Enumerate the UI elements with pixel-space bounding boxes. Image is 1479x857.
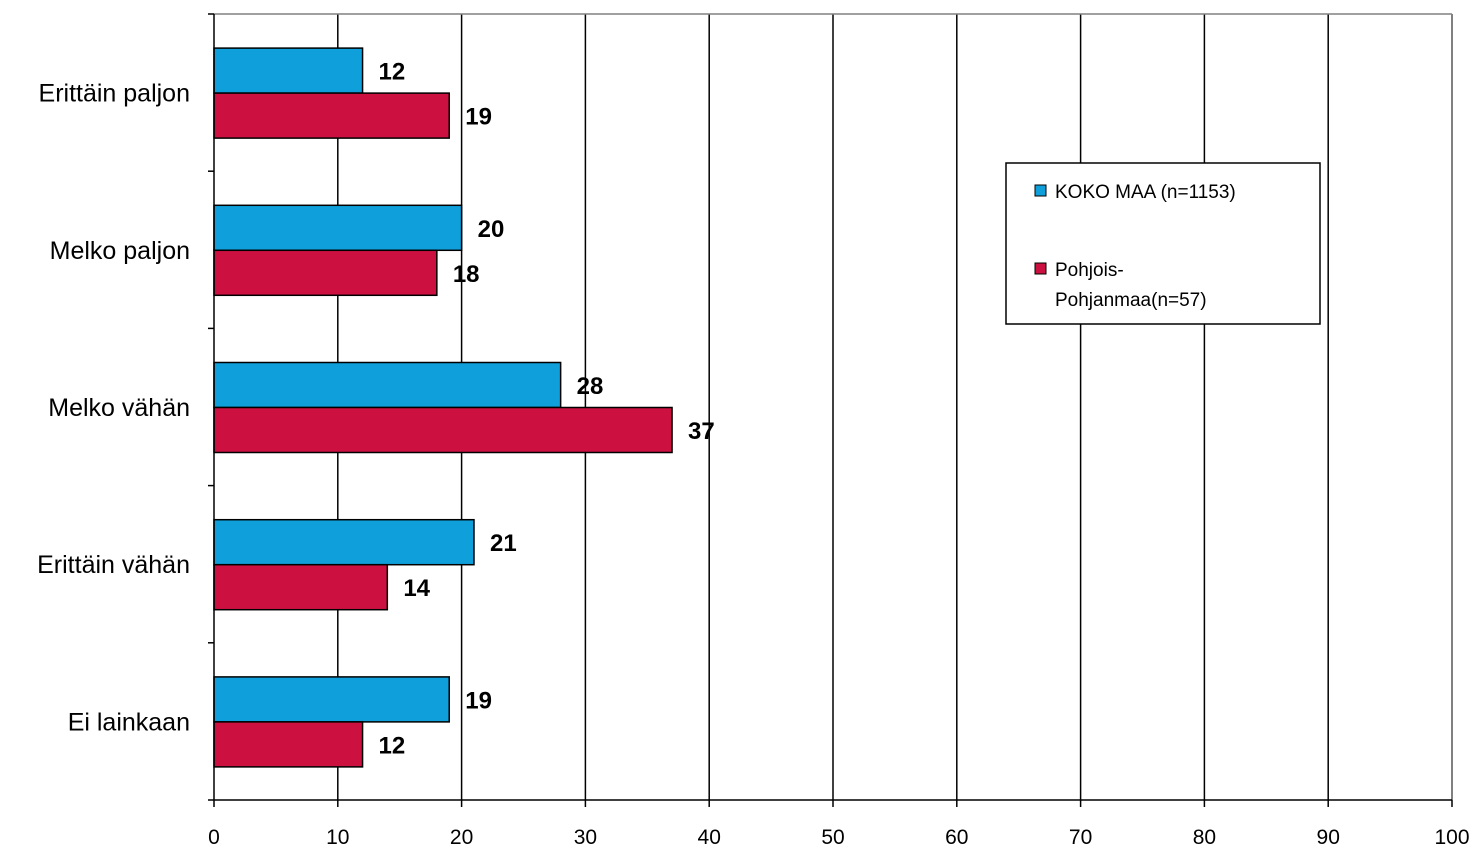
x-tick-label: 20: [450, 826, 473, 849]
bar-koko-maa: [213, 518, 475, 566]
category-label: Melko paljon: [50, 237, 190, 265]
data-label: 19: [465, 104, 492, 131]
data-label: 18: [453, 261, 480, 288]
data-label: 37: [688, 418, 715, 445]
legend-label: Pohjanmaa(n=57): [1055, 290, 1207, 311]
bar-koko-maa: [213, 204, 463, 252]
data-label: 14: [403, 575, 430, 602]
bar-pohjois-pohjanmaa: [213, 92, 450, 139]
x-tick-label: 60: [945, 826, 968, 849]
category-label: Melko vähän: [48, 394, 190, 422]
x-tick-label: 30: [574, 826, 597, 849]
bar-koko-maa: [213, 361, 562, 409]
legend-swatch: [1034, 262, 1047, 275]
data-label: 19: [465, 687, 492, 714]
x-tick-label: 10: [326, 826, 349, 849]
bar-pohjois-pohjanmaa: [213, 563, 389, 611]
x-tick-label: 80: [1193, 826, 1216, 849]
x-tick-label: 70: [1069, 826, 1092, 849]
category-label: Ei lainkaan: [68, 708, 190, 736]
bar-koko-maa: [213, 676, 450, 723]
bar-pohjois-pohjanmaa: [213, 249, 438, 297]
category-label: Erittäin vähän: [37, 551, 190, 579]
data-label: 21: [490, 530, 517, 557]
legend-label: KOKO MAA (n=1153): [1055, 182, 1236, 203]
category-label: Erittäin paljon: [39, 80, 190, 108]
legend-swatch: [1034, 184, 1047, 197]
data-label: 28: [577, 373, 604, 400]
x-tick-label: 90: [1317, 826, 1340, 849]
x-tick-label: 50: [821, 826, 844, 849]
bar-koko-maa: [213, 47, 364, 94]
data-label: 12: [379, 59, 406, 86]
data-label: 20: [478, 216, 505, 243]
legend-box: [1005, 162, 1321, 325]
bar-pohjois-pohjanmaa: [213, 721, 364, 768]
bar-pohjois-pohjanmaa: [213, 406, 673, 454]
x-tick-label: 40: [698, 826, 721, 849]
x-tick-label: 0: [208, 826, 220, 849]
x-tick-label: 100: [1434, 826, 1469, 849]
data-label: 12: [379, 732, 406, 759]
legend-label: Pohjois-: [1055, 260, 1124, 281]
